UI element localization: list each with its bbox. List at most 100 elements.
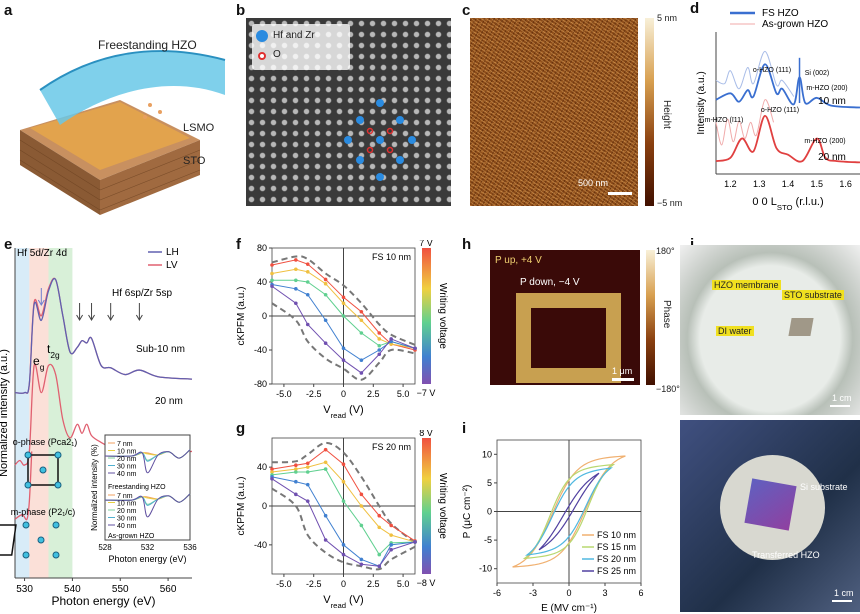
crystal-structure-icon bbox=[27, 454, 59, 486]
data-point bbox=[359, 309, 364, 314]
y-tick-label: 40 bbox=[257, 277, 267, 287]
inset-x-tick-label: 532 bbox=[141, 543, 155, 552]
inset-x-axis-label: Photon energy (eV) bbox=[108, 554, 186, 564]
chart-e-xas: 530 540 550 560 Photon energy (eV) Normalized… bbox=[0, 247, 197, 608]
hf-zr-atom-icon bbox=[256, 30, 268, 42]
chart-i-hysteresis: -6 -3 0 3 6 -10 -5 0 5 10 FS 10 nm FS 15 nm FS 20 nm… bbox=[462, 439, 644, 614]
energy-band bbox=[15, 248, 30, 578]
x-tick-label: 550 bbox=[112, 584, 129, 595]
colorbar-max: 180° bbox=[656, 246, 675, 256]
atom-overlay bbox=[344, 99, 416, 181]
data-point bbox=[377, 552, 382, 557]
annotation: m-phase (P2₁/c) bbox=[11, 507, 76, 517]
series-fs-hzo bbox=[715, 63, 860, 109]
scale-bar bbox=[830, 405, 850, 407]
y-axis-label: cKPFM (a.u.) bbox=[236, 477, 247, 536]
colorbar-min: −180° bbox=[656, 384, 680, 394]
stem-legend bbox=[252, 24, 350, 70]
x-axis-label: Photon energy (eV) bbox=[51, 594, 155, 608]
p-down-label: P down, −4 V bbox=[520, 277, 580, 288]
x-tick-label: -5.0 bbox=[276, 389, 292, 399]
y-tick-label: 10 bbox=[482, 449, 492, 459]
hysteresis-loop bbox=[538, 472, 600, 551]
y-tick-label: 0 bbox=[262, 501, 267, 511]
data-point bbox=[377, 525, 382, 530]
data-point bbox=[323, 447, 328, 452]
x-tick-label: 1.4 bbox=[782, 179, 795, 189]
data-point bbox=[323, 467, 328, 471]
chart-f-ckpfm: -5.0 -2.5 0 2.5 5.0 -80 -40 0 40 80 FS 10 nm Vread … bbox=[236, 240, 448, 420]
data-point bbox=[305, 262, 310, 266]
annotation: 20 nm bbox=[155, 396, 183, 407]
annotation: m-HZO (200) bbox=[804, 138, 845, 145]
data-point bbox=[377, 331, 382, 335]
sto-label: STO bbox=[183, 155, 206, 167]
y-tick-label: 40 bbox=[257, 462, 267, 472]
colorbar-label: Writing voltage bbox=[437, 473, 448, 539]
y-tick-label: -10 bbox=[479, 564, 492, 574]
data-point bbox=[389, 523, 393, 528]
x-tick-label: 540 bbox=[64, 584, 81, 595]
x-tick-label: 3 bbox=[602, 588, 607, 598]
inset-legend-label: 40 nm bbox=[117, 471, 137, 478]
x-axis-label: 0 0 LSTO (r.l.u.) bbox=[752, 196, 823, 212]
legend-label: FS 10 nm bbox=[597, 530, 636, 540]
y-tick-label: 0 bbox=[487, 507, 492, 517]
data-point bbox=[377, 337, 382, 341]
data-point bbox=[323, 318, 328, 323]
legend-as-grown-hzo: As-grown HZO bbox=[762, 19, 828, 30]
series-as-grown-hzo bbox=[715, 99, 775, 146]
lsmo-label: LSMO bbox=[183, 122, 215, 134]
data-point bbox=[294, 287, 298, 291]
data-point bbox=[389, 533, 393, 537]
arrow-head bbox=[135, 314, 143, 321]
y-axis-label: Normalized intensity (a.u.) bbox=[0, 349, 10, 477]
data-point bbox=[294, 492, 298, 497]
scale-label: 1 cm bbox=[834, 588, 854, 598]
x-tick-label: 5.0 bbox=[397, 389, 410, 399]
annotation: Si (002) bbox=[805, 70, 830, 77]
chart-title: FS 10 nm bbox=[372, 252, 411, 262]
chart-g-ckpfm: -5.0 -2.5 0 2.5 5.0 -40 0 40 FS 20 nm Vread (V) cK… bbox=[236, 430, 448, 610]
data-point bbox=[341, 346, 346, 351]
annotation: Hf 5d/Zr 4d bbox=[17, 248, 67, 259]
data-point bbox=[305, 322, 310, 327]
data-point bbox=[294, 267, 298, 272]
data-point bbox=[377, 343, 382, 348]
si-substrate bbox=[744, 478, 797, 531]
inset-x-tick-label: 536 bbox=[183, 543, 197, 552]
freestanding-hzo-label: Freestanding HZO bbox=[98, 38, 197, 52]
panel-label-j: j bbox=[690, 236, 694, 253]
data-point bbox=[294, 258, 298, 262]
annotation: 10 nm bbox=[818, 96, 846, 107]
colorbar-max: 8 V bbox=[419, 430, 433, 438]
y-tick-label: -80 bbox=[254, 379, 267, 389]
atom bbox=[22, 551, 30, 559]
chart-title: FS 20 nm bbox=[372, 442, 411, 452]
annotation: eg bbox=[33, 354, 45, 372]
data-point bbox=[305, 465, 310, 469]
inset-series bbox=[104, 493, 191, 518]
data-point bbox=[413, 540, 417, 544]
data-point bbox=[270, 278, 274, 283]
legend-label: FS 20 nm bbox=[597, 554, 636, 564]
data-point bbox=[270, 271, 274, 276]
atom bbox=[54, 451, 62, 459]
colorbar-max: 5 nm bbox=[657, 13, 678, 23]
phase-colorbar bbox=[646, 250, 655, 385]
x-tick-label: 560 bbox=[160, 584, 177, 595]
poled-frame bbox=[516, 293, 621, 383]
atom bbox=[54, 481, 62, 489]
transferred-hzo-label: Transferred HZO bbox=[752, 550, 820, 560]
data-point bbox=[389, 547, 393, 552]
data-point bbox=[294, 463, 298, 467]
heterostructure-illustration bbox=[19, 50, 226, 215]
data-point bbox=[305, 499, 310, 503]
data-point bbox=[341, 479, 346, 484]
data-point bbox=[270, 467, 274, 471]
inset-legend-label: 40 nm bbox=[117, 523, 137, 530]
envelope-lower bbox=[271, 487, 416, 571]
crystal-structure-icon bbox=[0, 524, 17, 556]
afm-height-image bbox=[470, 18, 638, 206]
data-point bbox=[341, 552, 346, 557]
